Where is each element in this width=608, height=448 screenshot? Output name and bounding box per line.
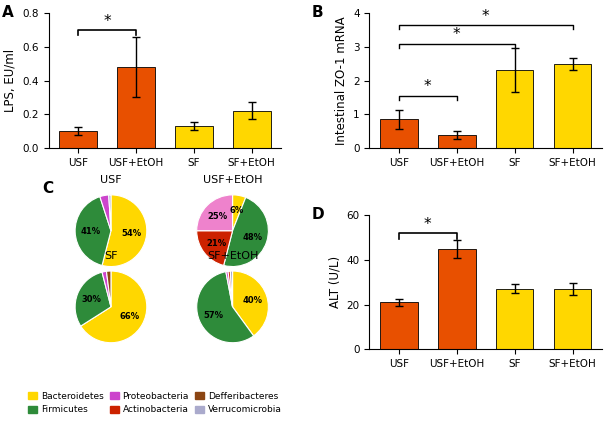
Text: 54%: 54% xyxy=(122,229,142,238)
Wedge shape xyxy=(226,271,232,307)
Text: 66%: 66% xyxy=(119,312,139,321)
Wedge shape xyxy=(232,271,268,336)
Title: SF: SF xyxy=(104,251,118,261)
Bar xyxy=(496,70,533,148)
Legend: Bacteroidetes, Firmicutes, Proteobacteria, Actinobacteria, Defferibacteres, Verr: Bacteroidetes, Firmicutes, Proteobacteri… xyxy=(28,392,282,414)
Bar xyxy=(233,111,271,148)
Bar xyxy=(117,67,155,148)
Text: C: C xyxy=(43,181,54,196)
Wedge shape xyxy=(230,271,233,307)
Title: USF+EtOH: USF+EtOH xyxy=(203,175,262,185)
Wedge shape xyxy=(102,195,147,267)
Wedge shape xyxy=(75,197,111,265)
Title: USF: USF xyxy=(100,175,122,185)
Bar xyxy=(380,119,418,148)
Bar xyxy=(554,64,592,148)
Text: *: * xyxy=(424,217,432,232)
Y-axis label: ALT (U/L): ALT (U/L) xyxy=(328,256,341,308)
Wedge shape xyxy=(106,271,111,307)
Text: 57%: 57% xyxy=(204,310,224,319)
Bar xyxy=(438,135,475,148)
Text: 25%: 25% xyxy=(208,211,228,220)
Text: B: B xyxy=(311,5,323,20)
Bar xyxy=(59,131,97,148)
Wedge shape xyxy=(197,271,254,343)
Text: 6%: 6% xyxy=(229,206,244,215)
Wedge shape xyxy=(197,231,232,265)
Text: *: * xyxy=(453,27,460,42)
Wedge shape xyxy=(109,195,111,231)
Text: 48%: 48% xyxy=(243,233,262,241)
Bar xyxy=(438,249,475,349)
Text: *: * xyxy=(424,79,432,95)
Wedge shape xyxy=(232,195,246,231)
Wedge shape xyxy=(102,271,111,307)
Text: 30%: 30% xyxy=(81,295,102,304)
Wedge shape xyxy=(224,198,268,267)
Bar xyxy=(554,289,592,349)
Wedge shape xyxy=(81,271,147,343)
Text: 21%: 21% xyxy=(206,239,226,248)
Y-axis label: LPS, EU/ml: LPS, EU/ml xyxy=(4,49,17,112)
Y-axis label: Intestinal ZO-1 mRNA: Intestinal ZO-1 mRNA xyxy=(334,16,348,145)
Wedge shape xyxy=(100,195,111,231)
Bar xyxy=(380,302,418,349)
Title: SF+EtOH: SF+EtOH xyxy=(207,251,258,261)
Wedge shape xyxy=(228,271,232,307)
Text: 40%: 40% xyxy=(243,296,262,305)
Wedge shape xyxy=(75,272,111,326)
Text: D: D xyxy=(311,207,324,222)
Wedge shape xyxy=(197,195,233,231)
Text: *: * xyxy=(103,13,111,29)
Bar xyxy=(496,289,533,349)
Text: A: A xyxy=(2,5,14,20)
Bar xyxy=(175,126,213,148)
Text: *: * xyxy=(482,9,489,24)
Text: 41%: 41% xyxy=(80,227,100,236)
